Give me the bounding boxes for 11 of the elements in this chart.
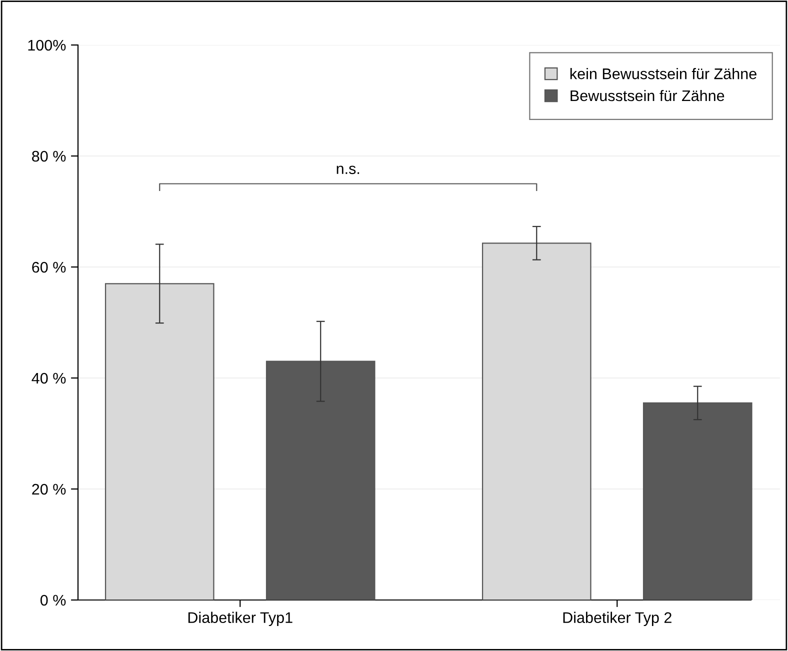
y-tick-label: 100% [28,40,66,51]
y-tick-label: 0 % [40,594,66,606]
x-tick-label: Diabetiker Typ 2 [563,612,672,626]
y-tick-label: 60 % [32,262,66,273]
y-tick-label: 80 % [32,150,66,162]
legend-label: Bewusstsein für Zähne [570,90,724,102]
x-tick-label: Diabetiker Typ1 [188,612,292,626]
legend-label: kein Bewusstsein für Zähne [570,68,756,80]
y-tick-label: 40 % [32,372,66,384]
y-tick-label: 20 % [32,484,66,495]
annotation: n.s. [336,166,360,174]
